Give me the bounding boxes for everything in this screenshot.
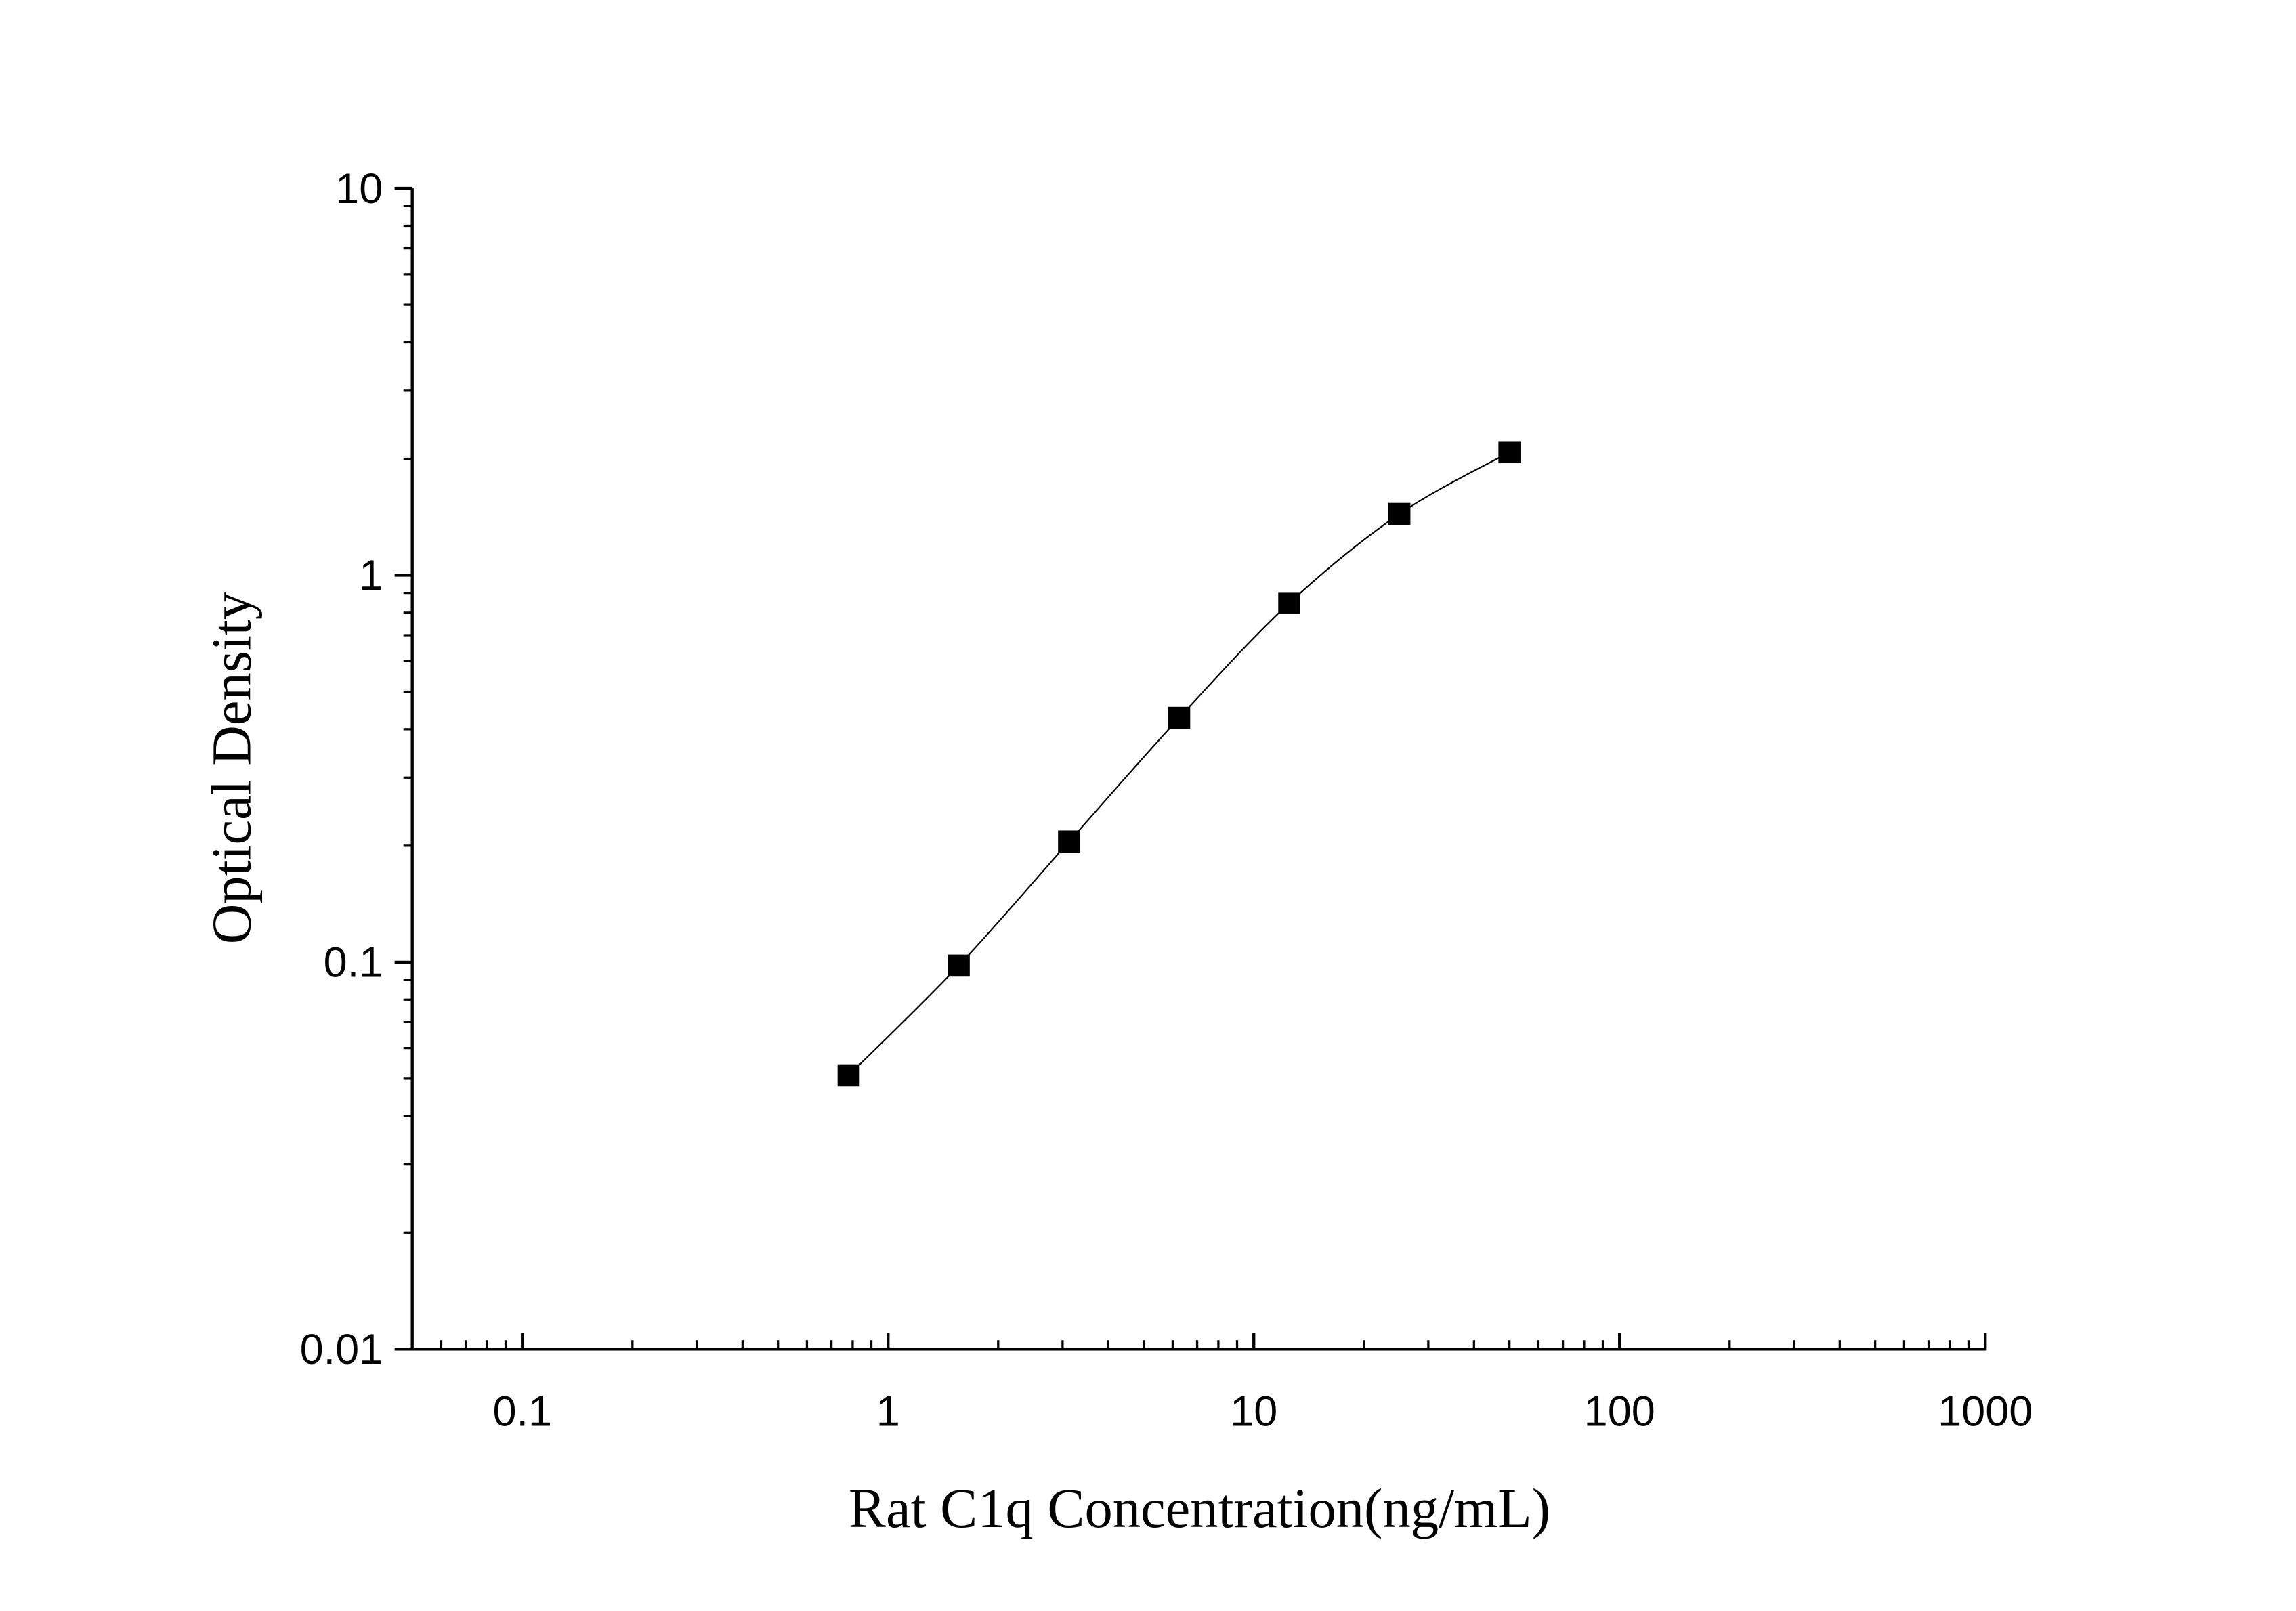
y-axis-title: Optical Density (200, 592, 263, 944)
x-tick-label: 10 (1230, 1388, 1277, 1435)
data-point (1058, 830, 1080, 853)
data-point (1168, 706, 1191, 729)
data-point (948, 954, 970, 977)
data-point (1388, 502, 1411, 525)
data-point (1278, 592, 1300, 614)
ticks (394, 186, 1987, 1351)
axes (410, 188, 1986, 1351)
x-axis-title: Rat C1q Concentration(ng/mL) (849, 1477, 1550, 1539)
data-points (837, 441, 1521, 1087)
y-tick-label: 0.1 (324, 939, 383, 987)
fit-curve (848, 451, 1510, 1076)
data-point (1498, 441, 1521, 464)
y-tick-label: 0.01 (300, 1326, 383, 1373)
tick-labels: 0.1 1 10 100 1000 0.01 0.1 1 10 (300, 165, 2033, 1435)
x-tick-label: 1 (876, 1388, 900, 1435)
x-tick-label: 100 (1584, 1388, 1655, 1435)
data-point (837, 1064, 860, 1087)
y-tick-label: 1 (359, 552, 383, 599)
x-tick-label: 0.1 (492, 1388, 552, 1435)
y-tick-label: 10 (335, 165, 383, 213)
x-tick-label: 1000 (1938, 1388, 2033, 1435)
